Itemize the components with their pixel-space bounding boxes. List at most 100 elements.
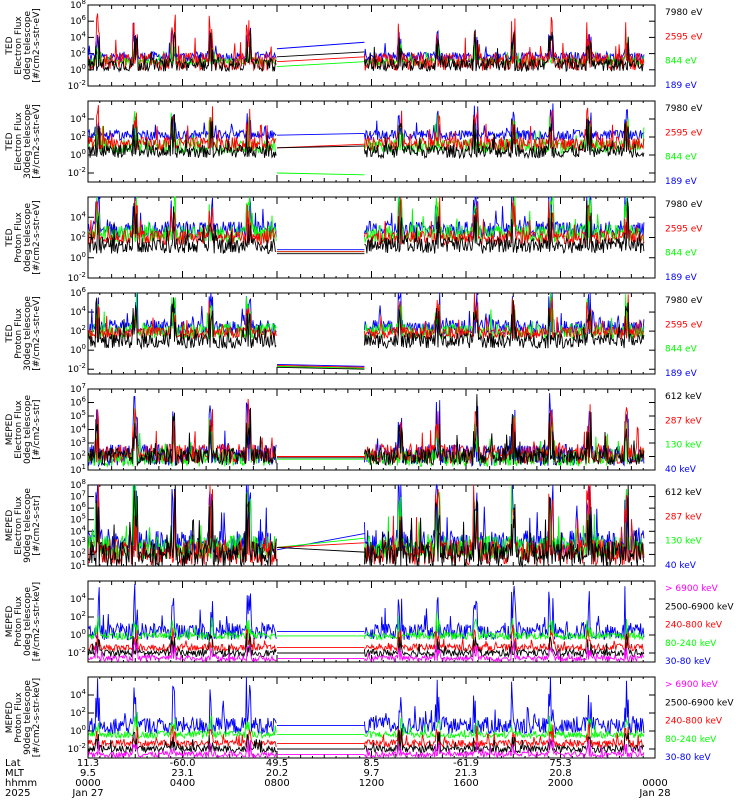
legend-entry: 30-80 keV xyxy=(665,657,711,667)
y-tick-label: 106 xyxy=(70,286,86,299)
y-tick-label: 107 xyxy=(70,490,86,503)
series-trace-2500-6900-kev xyxy=(363,728,645,755)
series-trace-2500-6900-kev xyxy=(363,634,645,659)
y-tick-label: 10-2 xyxy=(68,79,86,92)
y-axis-label-line: Proton Flux xyxy=(14,308,24,359)
series-trace-189-ev xyxy=(363,103,645,142)
y-tick-label: 10-2 xyxy=(68,742,86,755)
panel-2: 104 102 100 10-2 TED Electron Flux 30deg teles… xyxy=(5,100,703,187)
gap-connector xyxy=(276,364,365,368)
gap-connector xyxy=(276,172,365,176)
y-axis-label-line: [#/cm2-s-str] xyxy=(32,495,42,555)
legend-entry: 189 eV xyxy=(665,177,698,187)
y-axis-label-line: 30deg telescope xyxy=(23,296,33,371)
y-tick-label: 104 xyxy=(70,112,86,125)
series-trace-2595-ev xyxy=(88,300,277,340)
series-trace-7980-ev xyxy=(364,200,645,254)
series-trace--6900-kev xyxy=(363,640,645,663)
legend-entry: 2500-6900 keV xyxy=(665,602,734,612)
y-axis-label-line: Electron Flux xyxy=(14,400,24,459)
gap-connector xyxy=(276,547,365,553)
panel-1: 108 106 104 102 100 10-2 TED Electron Flux 0deg … xyxy=(5,0,703,92)
y-tick-label: 102 xyxy=(70,547,86,560)
series-trace-7980-ev xyxy=(88,30,277,73)
gap-connector xyxy=(276,145,365,149)
gap-connector xyxy=(276,61,365,68)
y-tick-label: 100 xyxy=(70,63,86,76)
y-tick-label: 100 xyxy=(70,148,86,161)
legend-entry: 130 keV xyxy=(665,537,702,547)
y-axis-label-line: TED xyxy=(5,228,15,247)
y-axis-label-line: [#/cm2-s-str-keV] xyxy=(32,678,42,757)
mlt-tick-label: 20.8 xyxy=(549,768,571,779)
series-trace-287-kev xyxy=(363,484,645,566)
y-axis-label-line: [#/cm2-s-str-eV] xyxy=(32,200,42,275)
y-tick-label: 103 xyxy=(70,536,86,549)
y-axis-label-line: Electron Flux xyxy=(14,16,24,75)
legend-entry: 2595 eV xyxy=(665,320,703,330)
y-tick-label: 108 xyxy=(70,478,86,491)
legend-entry: > 6900 keV xyxy=(665,584,719,594)
y-tick-label: 104 xyxy=(70,30,86,43)
y-axis-label-line: 30deg telescope xyxy=(23,104,33,179)
series-trace-2595-ev xyxy=(363,293,645,340)
y-axis-label-line: Electron Flux xyxy=(14,496,24,555)
y-axis-label-line: [#/cm2-s-str] xyxy=(32,399,42,459)
y-axis-label-line: 90deg telescope xyxy=(23,488,33,563)
y-axis-label-line: MEPED xyxy=(5,414,15,446)
y-axis-label-line: 0deg telescope xyxy=(23,587,33,657)
series-trace-80-240-kev xyxy=(88,711,277,740)
series-trace-30-80-kev xyxy=(364,585,645,641)
series-trace-612-kev xyxy=(363,484,645,568)
y-axis-label-line: Proton Flux xyxy=(14,212,24,263)
series-trace-189-ev xyxy=(88,113,277,142)
series-trace--6900-kev xyxy=(88,739,277,759)
panel-4: 106 104 102 100 10-2 TED Proton Flux 30deg tele… xyxy=(5,286,703,379)
y-tick-label: 102 xyxy=(70,47,86,60)
y-axis-label-line: Proton Flux xyxy=(14,596,24,647)
y-axis-label-line: MEPED xyxy=(5,606,15,638)
legend-entry: 7980 eV xyxy=(665,104,703,114)
legend-entry: 2500-6900 keV xyxy=(665,698,734,708)
gap-connector xyxy=(276,364,365,367)
series-trace-130-kev xyxy=(363,485,645,560)
series-trace-7980-ev xyxy=(363,119,645,160)
mlt-tick-label: 23.1 xyxy=(171,768,193,779)
y-axis-label-line: MEPED xyxy=(5,510,15,542)
lat-tick-label: -61.9 xyxy=(453,758,479,769)
y-tick-label: 104 xyxy=(70,423,86,436)
gap-connector xyxy=(276,537,365,548)
series-trace-240-800-kev xyxy=(363,624,644,653)
mlt-tick-label: 9.5 xyxy=(80,768,96,779)
date-tick-label: Jan 27 xyxy=(71,788,103,799)
y-axis-label-line: 0deg telescope xyxy=(23,11,33,81)
y-tick-label: 107 xyxy=(70,382,86,395)
y-tick-label: 104 xyxy=(70,210,86,223)
y-tick-label: 101 xyxy=(70,463,86,476)
series-trace--6900-kev xyxy=(88,640,277,663)
series-trace-80-240-kev xyxy=(88,616,277,641)
series-trace-2500-6900-kev xyxy=(88,731,277,755)
time-tick-label: 0000 xyxy=(642,778,667,789)
legend-entry: 189 eV xyxy=(665,81,698,91)
y-tick-label: 105 xyxy=(70,409,86,422)
y-tick-label: 106 xyxy=(70,501,86,514)
y-axis-label-line: [#/cm2-s-str-eV] xyxy=(32,8,42,83)
legend-entry: 40 keV xyxy=(665,465,697,475)
series-trace-30-80-kev xyxy=(88,676,277,735)
y-tick-label: 101 xyxy=(70,559,86,572)
time-tick-label: 0000 xyxy=(75,778,100,789)
axis-row-label-year: 2025 xyxy=(5,788,30,799)
legend-entry: 7980 eV xyxy=(665,8,703,18)
y-tick-label: 10-2 xyxy=(68,362,86,375)
legend-entry: 612 keV xyxy=(665,488,702,498)
y-tick-label: 102 xyxy=(70,231,86,244)
time-tick-label: 2000 xyxy=(548,778,573,789)
series-trace-7980-ev xyxy=(363,29,644,73)
series-trace-240-800-kev xyxy=(88,627,277,653)
legend-entry: 189 eV xyxy=(665,369,698,379)
gap-connector xyxy=(276,51,365,58)
